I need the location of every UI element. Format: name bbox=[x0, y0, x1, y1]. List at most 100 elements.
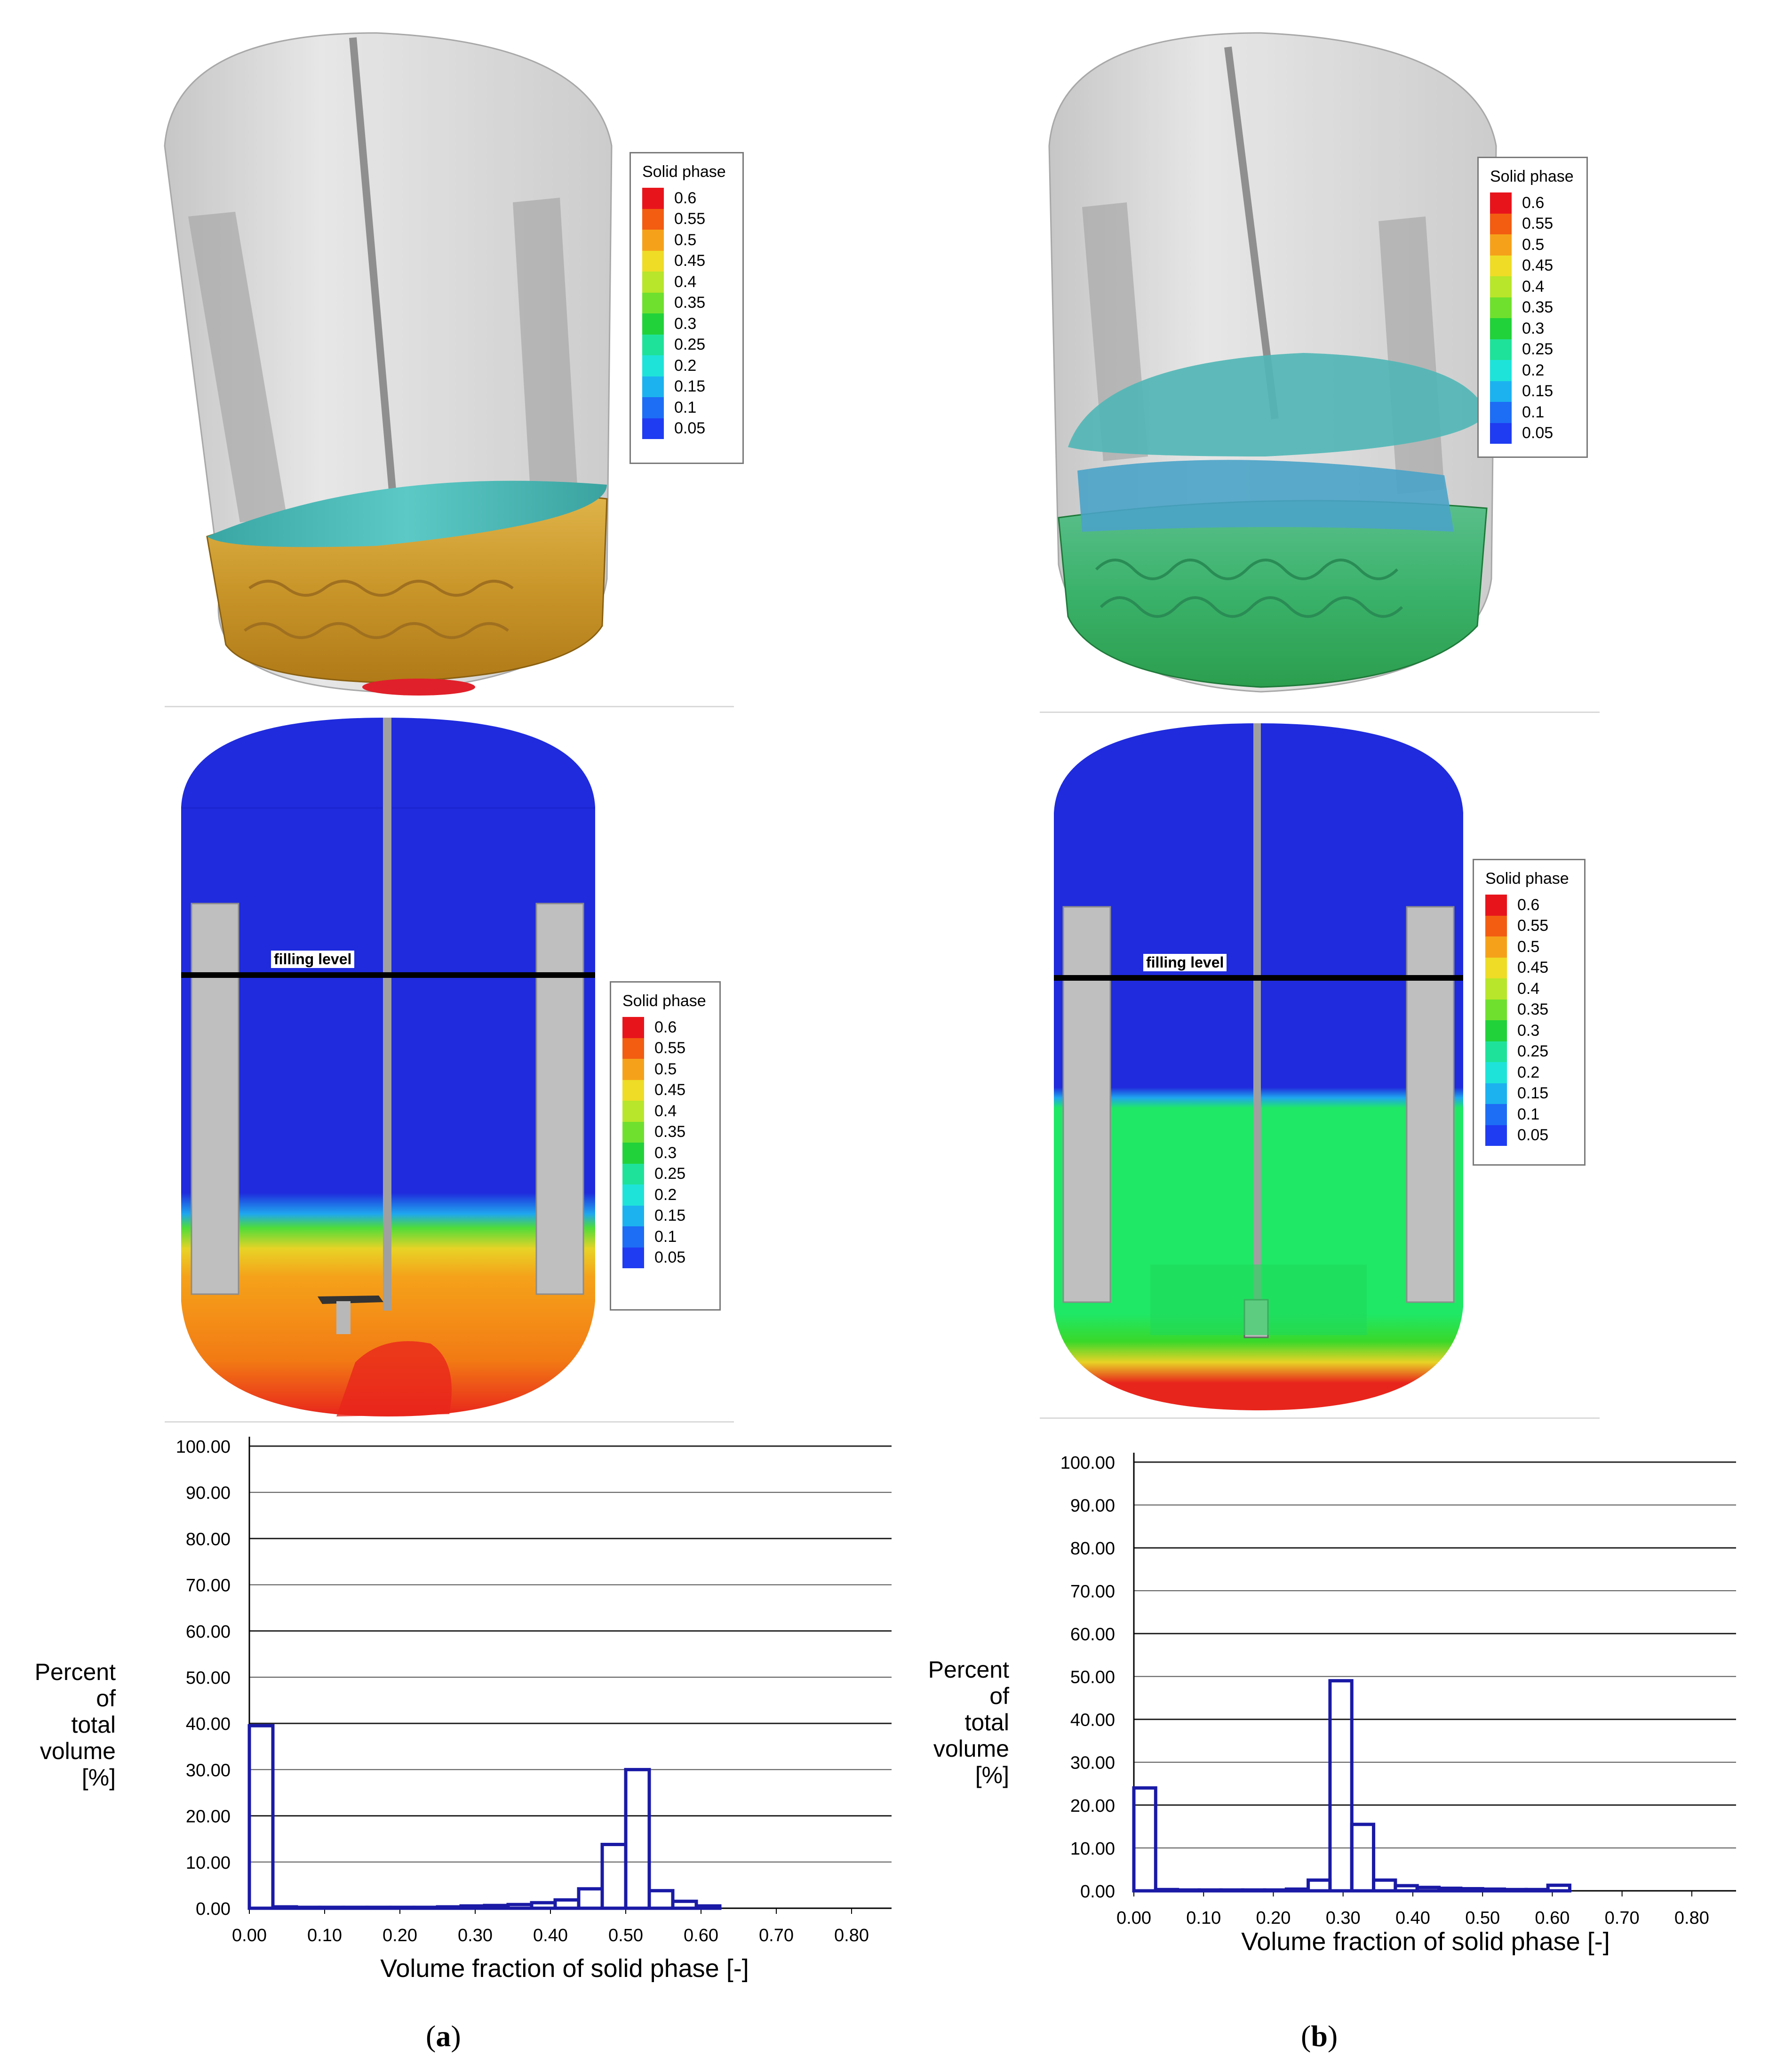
legend-label: 0.15 bbox=[654, 1207, 686, 1225]
legend-entry: 0.45 bbox=[642, 250, 731, 272]
x-tick-label: 0.60 bbox=[1535, 1908, 1570, 1928]
legend-label: 0.25 bbox=[1517, 1042, 1549, 1061]
legend-entry: 0.05 bbox=[622, 1247, 708, 1268]
legend-entry: 0.15 bbox=[622, 1205, 708, 1226]
y-axis-title-b: Percent of total volume [%] bbox=[913, 1656, 1009, 1788]
legend-3d-b: Solid phase 0.6 0.55 0.5 0.45 0.4 0.35 0.3 0.25… bbox=[1477, 157, 1588, 458]
y-tick-label: 30.00 bbox=[1070, 1753, 1115, 1773]
legend-label: 0.2 bbox=[1522, 361, 1545, 379]
legend-swatch bbox=[642, 230, 664, 251]
histogram-bar bbox=[412, 1905, 439, 1910]
y-axis-title-line: total bbox=[964, 1709, 1009, 1736]
histogram-bar bbox=[342, 1905, 369, 1910]
legend-label: 0.1 bbox=[1522, 403, 1545, 421]
histogram-bar bbox=[553, 1898, 581, 1910]
x-tick-label: 0.30 bbox=[458, 1926, 493, 1945]
x-tick-label: 0.40 bbox=[533, 1926, 568, 1945]
legend-entry: 0.4 bbox=[1490, 276, 1575, 297]
y-tick-label: 80.00 bbox=[186, 1529, 231, 1549]
legend-swatch bbox=[642, 250, 664, 272]
legend-label: 0.25 bbox=[674, 336, 706, 354]
legend-swatch bbox=[642, 188, 664, 209]
legend-label: 0.25 bbox=[1522, 340, 1554, 359]
legend-label: 0.55 bbox=[654, 1039, 686, 1057]
legend-label: 0.05 bbox=[674, 419, 706, 438]
legend-label: 0.35 bbox=[654, 1123, 686, 1141]
caption-b: (b) bbox=[1301, 2019, 1338, 2054]
legend-entry: 0.55 bbox=[622, 1038, 708, 1059]
y-tick-label: 60.00 bbox=[1070, 1624, 1115, 1644]
y-axis-title-line: volume bbox=[40, 1738, 116, 1764]
filling-level-label-b: filling level bbox=[1143, 954, 1227, 971]
y-tick-label: 40.00 bbox=[1070, 1711, 1115, 1730]
x-tick-label: 0.00 bbox=[1116, 1908, 1151, 1928]
legend-label: 0.6 bbox=[654, 1018, 677, 1036]
y-axis-title-line: Percent bbox=[34, 1659, 116, 1685]
histogram-bar bbox=[247, 1724, 275, 1910]
legend-swatch bbox=[1485, 1083, 1507, 1104]
legend-label: 0.2 bbox=[674, 356, 697, 375]
y-tick-label: 0.00 bbox=[1080, 1882, 1115, 1902]
legend-label: 0.1 bbox=[654, 1227, 677, 1246]
x-tick-label: 0.50 bbox=[608, 1926, 643, 1945]
legend-swatch bbox=[642, 418, 664, 439]
legend-swatch bbox=[642, 355, 664, 376]
legend-swatch bbox=[1490, 360, 1512, 381]
legend-label: 0.05 bbox=[1522, 424, 1554, 442]
y-tick-label: 90.00 bbox=[1070, 1496, 1115, 1516]
x-tick-label: 0.30 bbox=[1326, 1908, 1361, 1928]
histogram-bar bbox=[1394, 1884, 1419, 1893]
y-tick-label: 90.00 bbox=[186, 1483, 231, 1503]
legend-label: 0.6 bbox=[674, 189, 697, 207]
y-tick-label: 50.00 bbox=[186, 1668, 231, 1688]
caption-open: ( bbox=[1301, 2019, 1311, 2053]
histogram-bar bbox=[1176, 1888, 1201, 1893]
legend-swatch bbox=[622, 1101, 644, 1122]
legend-entry: 0.25 bbox=[1490, 339, 1575, 360]
legend-label: 0.2 bbox=[654, 1185, 677, 1204]
vessel-contour-a bbox=[181, 718, 595, 1416]
legend-swatch bbox=[1485, 1020, 1507, 1041]
y-axis-title-line: total bbox=[71, 1712, 116, 1738]
histogram-bar bbox=[1350, 1823, 1376, 1893]
x-tick-label: 0.50 bbox=[1465, 1908, 1500, 1928]
histogram-bar bbox=[600, 1842, 628, 1910]
legend-swatch bbox=[1490, 318, 1512, 339]
y-tick-label: 100.00 bbox=[1060, 1453, 1115, 1473]
y-axis-title-line: [%] bbox=[81, 1764, 116, 1791]
legend-entry: 0.35 bbox=[1490, 297, 1575, 318]
histogram-bar bbox=[1437, 1887, 1463, 1893]
caption-close: ) bbox=[1327, 2019, 1338, 2053]
legend-swatch bbox=[1485, 1062, 1507, 1083]
caption-letter: a bbox=[436, 2019, 451, 2053]
legend-swatch bbox=[1485, 1104, 1507, 1125]
legend-label: 0.3 bbox=[1517, 1021, 1540, 1040]
legend-entry: 0.55 bbox=[642, 208, 731, 230]
legend-label: 0.4 bbox=[1522, 277, 1545, 296]
y-tick-label: 80.00 bbox=[1070, 1539, 1115, 1559]
legend-entry: 0.05 bbox=[1490, 423, 1575, 444]
histogram-bar bbox=[1219, 1888, 1245, 1893]
legend-label: 0.35 bbox=[674, 294, 706, 312]
legend-label: 0.1 bbox=[674, 398, 697, 416]
legend-rows: 0.6 0.55 0.5 0.45 0.4 0.35 0.3 0.25 0.2 0.15 0.1 0.… bbox=[1485, 895, 1573, 1146]
legend-label: 0.45 bbox=[1517, 959, 1549, 977]
histogram-bar bbox=[1546, 1883, 1571, 1893]
legend-entry: 0.1 bbox=[1490, 402, 1575, 423]
legend-entry: 0.25 bbox=[1485, 1041, 1573, 1062]
legend-entry: 0.4 bbox=[622, 1101, 708, 1122]
caption-letter: b bbox=[1311, 2019, 1328, 2053]
legend-entry: 0.45 bbox=[1485, 957, 1573, 978]
y-tick-label: 0.00 bbox=[196, 1899, 231, 1919]
legend-entry: 0.1 bbox=[622, 1226, 708, 1248]
legend-label: 0.4 bbox=[654, 1102, 677, 1120]
histogram-bar bbox=[1154, 1888, 1179, 1893]
legend-swatch bbox=[642, 292, 664, 313]
histogram-bar bbox=[1524, 1888, 1550, 1893]
y-tick-label: 10.00 bbox=[186, 1853, 231, 1873]
histogram-bar bbox=[318, 1905, 345, 1910]
x-tick-label: 0.70 bbox=[759, 1926, 794, 1945]
legend-swatch bbox=[1485, 915, 1507, 936]
legend-swatch bbox=[622, 1163, 644, 1184]
legend-entry: 0.25 bbox=[642, 334, 731, 355]
